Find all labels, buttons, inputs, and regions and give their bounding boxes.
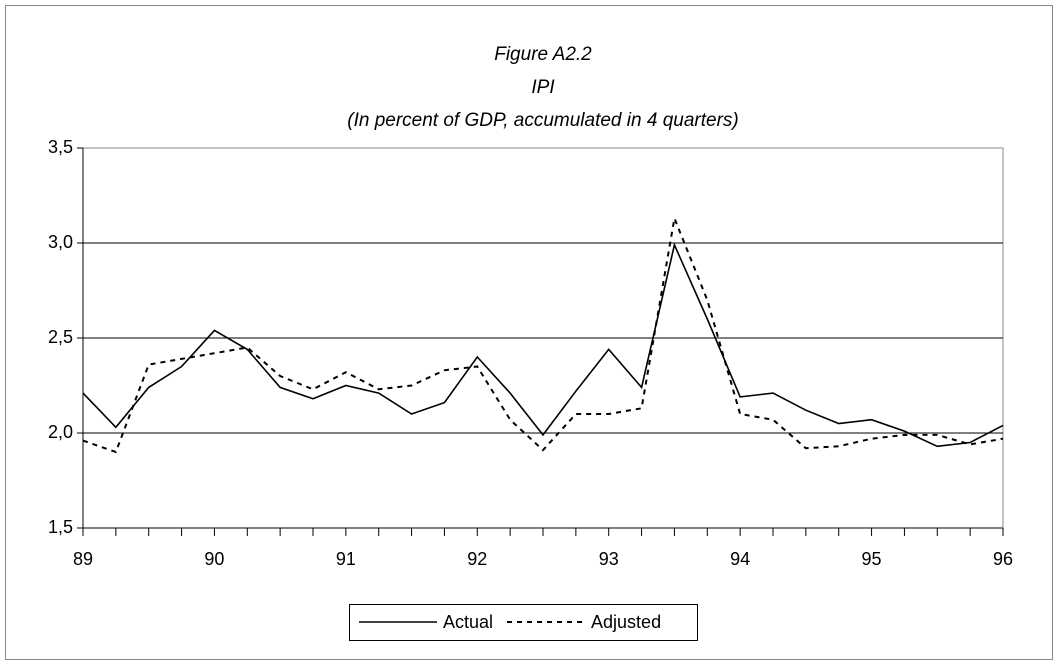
series-line: [82, 242, 1004, 448]
series-line: [82, 214, 1004, 454]
x-tick-label: 89: [73, 549, 93, 569]
x-tick-label: 91: [336, 549, 356, 569]
chart-frame: [5, 5, 1053, 660]
x-tick-label: 94: [730, 549, 750, 569]
chart-title: IPI: [531, 77, 555, 98]
x-tick-label: 96: [993, 549, 1013, 569]
y-tick-label: 2,0: [48, 422, 73, 442]
chart-title: (In percent of GDP, accumulated in 4 qua…: [347, 110, 738, 131]
x-tick-label: 95: [862, 549, 882, 569]
y-tick-label: 3,5: [48, 137, 73, 157]
x-tick-label: 90: [204, 549, 224, 569]
chart-title: Figure A2.2: [494, 44, 592, 65]
y-tick-label: 2,5: [48, 327, 73, 347]
y-tick-label: 1,5: [48, 517, 73, 537]
x-tick-label: 92: [467, 549, 487, 569]
legend-label: Adjusted: [591, 612, 661, 632]
y-tick-label: 3,0: [48, 232, 73, 252]
legend-label: Actual: [443, 612, 493, 632]
x-tick-label: 93: [599, 549, 619, 569]
